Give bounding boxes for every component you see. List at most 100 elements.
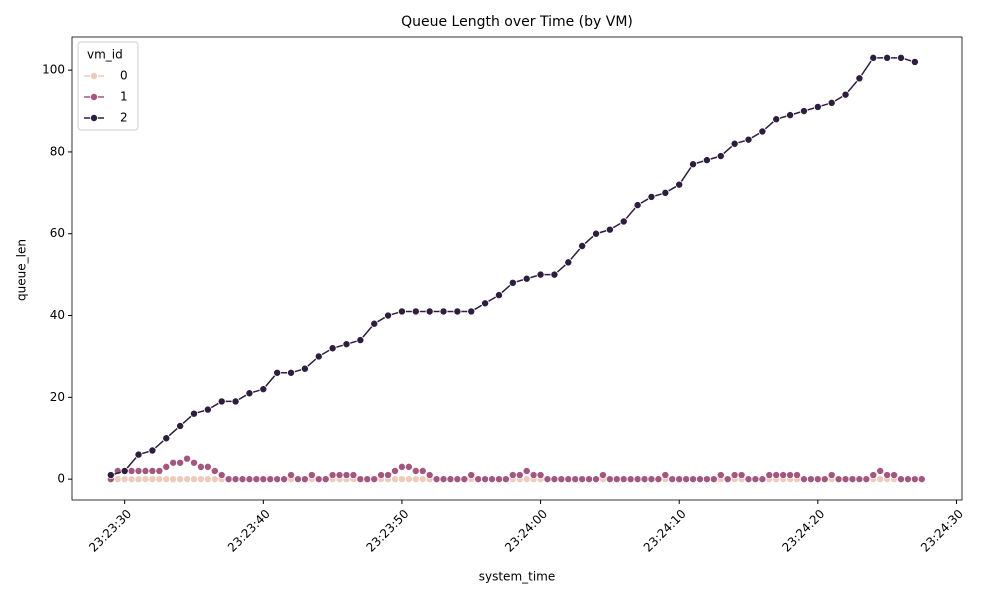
series-marker [134, 466, 143, 475]
series-marker [654, 475, 663, 484]
legend-marker [90, 72, 99, 81]
series-marker [113, 475, 122, 484]
series-marker [744, 135, 753, 144]
series-marker [779, 471, 788, 480]
series-marker [418, 466, 427, 475]
series-marker [612, 475, 621, 484]
series-marker [508, 471, 517, 480]
series-marker [252, 475, 261, 484]
y-axis-label: queue_len [15, 239, 29, 301]
series-marker [404, 462, 413, 471]
series-marker [827, 471, 836, 480]
series-marker [432, 475, 441, 484]
series-marker [765, 471, 774, 480]
series-marker [127, 475, 136, 484]
series-marker [266, 475, 275, 484]
series-marker [342, 471, 351, 480]
series-marker [328, 344, 337, 353]
series-marker [758, 475, 767, 484]
series-marker [772, 471, 781, 480]
y-tick-label: 80 [50, 144, 65, 158]
series-marker [578, 475, 587, 484]
series-marker [217, 397, 226, 406]
series-marker [494, 291, 503, 300]
series-marker [411, 466, 420, 475]
legend-label: 0 [120, 69, 128, 83]
series-marker [321, 475, 330, 484]
series-marker [169, 458, 178, 467]
series-marker [772, 115, 781, 124]
series-marker [550, 270, 559, 279]
series-marker [127, 466, 136, 475]
series-marker [730, 139, 739, 148]
series-marker [605, 225, 614, 234]
series-marker [273, 368, 282, 377]
series-marker [481, 299, 490, 308]
series-marker [813, 102, 822, 111]
series-marker [439, 307, 448, 316]
series-marker [564, 475, 573, 484]
series-marker [280, 475, 289, 484]
series-marker [189, 458, 198, 467]
series-marker [619, 475, 628, 484]
series-marker [287, 368, 296, 377]
series-marker [453, 475, 462, 484]
series-marker [501, 475, 510, 484]
series-marker [675, 180, 684, 189]
series-marker [425, 471, 434, 480]
series-marker [661, 188, 670, 197]
series-marker [134, 450, 143, 459]
series-marker [723, 475, 732, 484]
series-marker [917, 475, 926, 484]
series-marker [293, 475, 302, 484]
series-marker [391, 475, 400, 484]
series-marker [806, 475, 815, 484]
series-marker [647, 475, 656, 484]
series-marker [210, 475, 219, 484]
series-marker [467, 307, 476, 316]
series-marker [910, 57, 919, 66]
series-marker [689, 475, 698, 484]
series-marker [716, 152, 725, 161]
series-marker [377, 471, 386, 480]
series-marker [557, 475, 566, 484]
series-marker [210, 466, 219, 475]
series-marker [862, 475, 871, 484]
series-marker [598, 471, 607, 480]
series-marker [370, 475, 379, 484]
series-marker [494, 475, 503, 484]
series-marker [564, 258, 573, 267]
series-marker [529, 471, 538, 480]
series-marker [619, 217, 628, 226]
series-marker [910, 475, 919, 484]
series-marker [397, 475, 406, 484]
series-marker [328, 471, 337, 480]
series-marker [176, 421, 185, 430]
series-marker [349, 471, 358, 480]
series-marker [162, 475, 171, 484]
series-marker [141, 475, 150, 484]
series-marker [148, 466, 157, 475]
series-marker [571, 475, 580, 484]
series-marker [411, 307, 420, 316]
series-marker [522, 466, 531, 475]
series-marker [148, 475, 157, 484]
series-marker [203, 405, 212, 414]
series-marker [640, 475, 649, 484]
series-marker [224, 475, 233, 484]
series-marker [259, 475, 268, 484]
series-marker [411, 475, 420, 484]
series-marker [730, 471, 739, 480]
series-marker [522, 274, 531, 283]
series-marker [668, 475, 677, 484]
series-marker [786, 111, 795, 120]
series-marker [120, 475, 129, 484]
series-marker [883, 53, 892, 62]
series-marker [446, 475, 455, 484]
series-marker [169, 475, 178, 484]
series-marker [689, 160, 698, 169]
series-marker [460, 475, 469, 484]
y-tick-label: 60 [50, 226, 65, 240]
series-marker [897, 475, 906, 484]
